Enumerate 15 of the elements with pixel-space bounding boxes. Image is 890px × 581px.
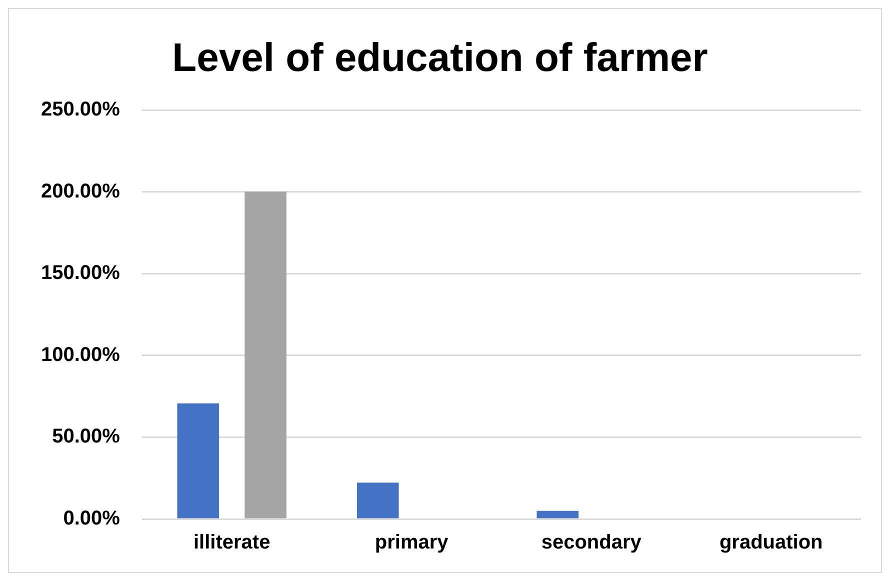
chart-title: Level of education of farmer xyxy=(172,36,708,80)
y-tick-label: 50.00% xyxy=(52,426,120,448)
y-tick-label: 0.00% xyxy=(63,508,120,530)
y-tick-label: 150.00% xyxy=(40,262,120,284)
x-tick-label: graduation xyxy=(719,532,823,554)
x-tick-label: secondary xyxy=(541,532,642,554)
x-tick-label: illiterate xyxy=(193,532,270,554)
y-tick-label: 200.00% xyxy=(40,180,120,202)
bar xyxy=(356,482,399,518)
bar xyxy=(177,403,220,518)
bar xyxy=(244,192,286,518)
y-tick-label: 100.00% xyxy=(40,344,120,366)
y-tick-label: 250.00% xyxy=(40,98,120,121)
x-tick-label: primary xyxy=(374,532,450,554)
bar xyxy=(536,510,579,518)
